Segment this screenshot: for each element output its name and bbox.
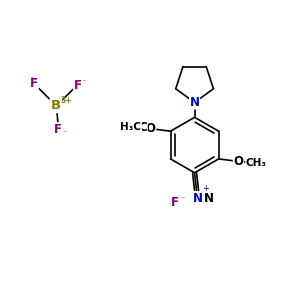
- Text: H₃C: H₃C: [120, 122, 141, 132]
- Text: ⁻: ⁻: [181, 194, 185, 203]
- Text: 3+: 3+: [61, 96, 72, 105]
- Text: ⁻: ⁻: [63, 129, 67, 138]
- Text: N: N: [190, 96, 200, 109]
- Text: N: N: [193, 192, 202, 205]
- Text: O: O: [233, 155, 243, 168]
- Text: ⁻: ⁻: [82, 77, 86, 86]
- Text: F: F: [171, 196, 179, 209]
- Text: CH₃: CH₃: [246, 158, 267, 168]
- Text: B: B: [51, 99, 61, 112]
- Text: F: F: [74, 79, 82, 92]
- Text: +: +: [202, 184, 209, 193]
- Text: F: F: [54, 123, 62, 136]
- Text: C: C: [138, 121, 147, 134]
- Text: F: F: [30, 77, 38, 90]
- Text: H: H: [130, 121, 140, 134]
- Text: N: N: [203, 192, 214, 205]
- Text: ⁻: ⁻: [29, 74, 34, 83]
- Text: O: O: [146, 122, 156, 135]
